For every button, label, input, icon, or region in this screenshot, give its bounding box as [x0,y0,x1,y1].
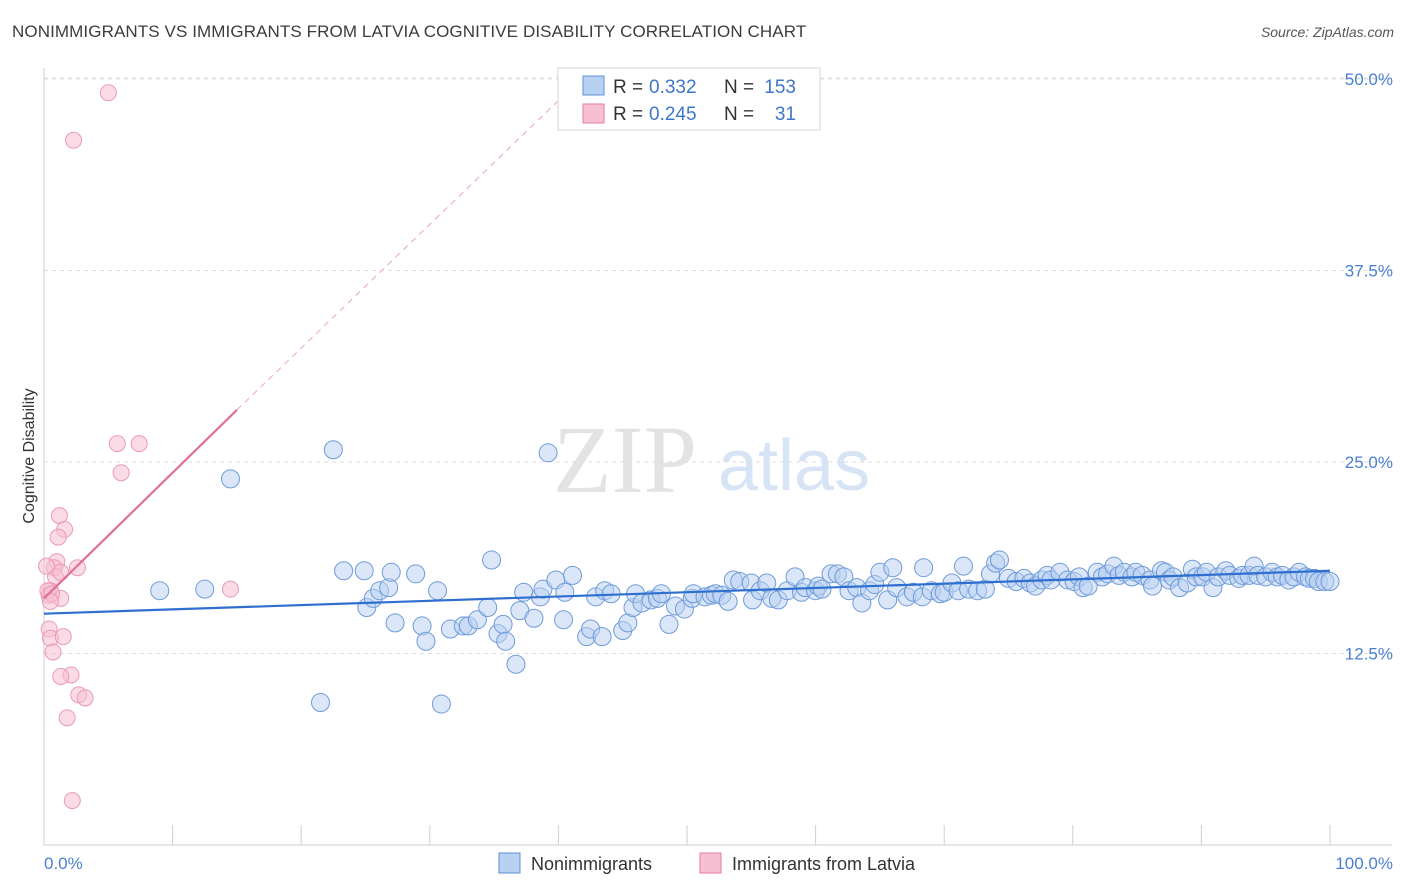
legend-swatch-blue [582,75,605,96]
scatter-point-pink [54,628,72,646]
scatter-point-blue [323,440,343,460]
scatter-point-blue [478,598,498,618]
legend-n-value: 31 [775,104,796,125]
scatter-point-blue [381,562,401,582]
y-tick-label: 37.5% [1345,262,1393,281]
trendline-immigrants-latvia-projection [236,75,585,411]
scatter-point-blue [150,581,170,601]
trendline-nonimmigrants [43,569,1331,615]
y-axis-label: Cognitive Disability [21,388,38,523]
y-tick-label: 25.0% [1345,453,1393,472]
scatter-point-blue [195,579,215,599]
scatter-point-blue [385,613,405,633]
scatter-point-blue [310,693,330,713]
legend-r-value: 0.332 [649,77,697,98]
scatter-point-pink [49,528,67,546]
scatter-point-blue [555,582,575,602]
bottom-legend: Nonimmigrants Immigrants from Latvia [498,852,916,874]
scatter-point-blue [496,631,516,651]
bottom-legend-label: Immigrants from Latvia [732,854,916,874]
y-tick-label: 50.0% [1345,70,1393,89]
series-nonimmigrants [150,440,1340,714]
scatter-point-pink [38,557,56,575]
scatter-point-pink [41,592,59,610]
bottom-legend-swatch-pink [699,852,722,874]
scatter-point-blue [659,614,679,634]
scatter-point-pink [130,435,148,453]
bottom-legend-swatch-blue [498,852,521,874]
top-legend: R = 0.332 N = 153 R = 0.245 N = 31 [557,67,821,131]
watermark-atlas: atlas [718,426,870,506]
y-tick-label: 12.5% [1345,645,1393,664]
scatter-point-pink [63,792,81,810]
legend-r-label: R = [613,104,643,125]
legend-n-value: 153 [764,77,796,98]
scatter-point-blue [1078,576,1098,596]
scatter-point-pink [76,689,94,707]
scatter-point-blue [482,550,502,570]
legend-swatch-pink [582,103,605,124]
legend-r-value: 0.245 [649,104,697,125]
scatter-point-blue [406,564,426,584]
legend-r-label: R = [613,77,643,98]
scatter-point-pink [112,464,130,482]
scatter-point-pink [65,131,83,149]
scatter-point-pink [221,580,239,598]
source-label: Source: ZipAtlas.com [1260,24,1394,40]
scatter-point-blue [989,550,1009,570]
scatter-point-blue [416,631,436,651]
scatter-point-blue [428,581,448,601]
scatter-point-blue [533,579,553,599]
scatter-point-pink [99,84,117,102]
series-immigrants-from-latvia [38,84,239,810]
scatter-point-pink [68,559,86,577]
scatter-point-blue [334,561,354,581]
scatter-point-blue [506,654,526,674]
axes [43,68,1392,846]
bottom-legend-label: Nonimmigrants [531,854,652,874]
scatter-point-blue [220,469,240,489]
x-tick-label-max: 100.0% [1335,854,1393,873]
scatter-point-blue [467,610,487,630]
scatter-point-blue [812,579,832,599]
scatter-point-blue [554,610,574,630]
trendline-immigrants-latvia [43,409,238,600]
scatter-point-pink [108,435,126,453]
legend-n-label: N = [724,77,754,98]
trendlines [43,75,1331,615]
scatter-point-blue [592,627,612,647]
scatter-point-blue [953,556,973,576]
scatter-point-blue [524,608,544,628]
chart-title: NONIMMIGRANTS VS IMMIGRANTS FROM LATVIA … [12,22,807,41]
scatter-point-blue [431,694,451,714]
scatter-point-blue [354,561,374,581]
scatter-point-blue [538,443,558,463]
legend-n-label: N = [724,104,754,125]
scatter-point-blue [1320,571,1340,591]
y-tick-labels: 12.5% 25.0% 37.5% 50.0% [1345,70,1393,664]
x-tick-label-min: 0.0% [44,854,83,873]
scatter-point-pink [58,709,76,727]
scatter-point-blue [563,565,583,585]
scatter-point-pink [52,667,70,685]
scatter-point-pink [52,563,70,581]
watermark-zip: ZIP [553,406,697,513]
scatter-point-blue [914,558,934,578]
scatter-point-blue [883,558,903,578]
scatter-point-blue [493,614,513,634]
scatter-point-pink [44,643,62,661]
scatter-point-blue [718,591,738,611]
